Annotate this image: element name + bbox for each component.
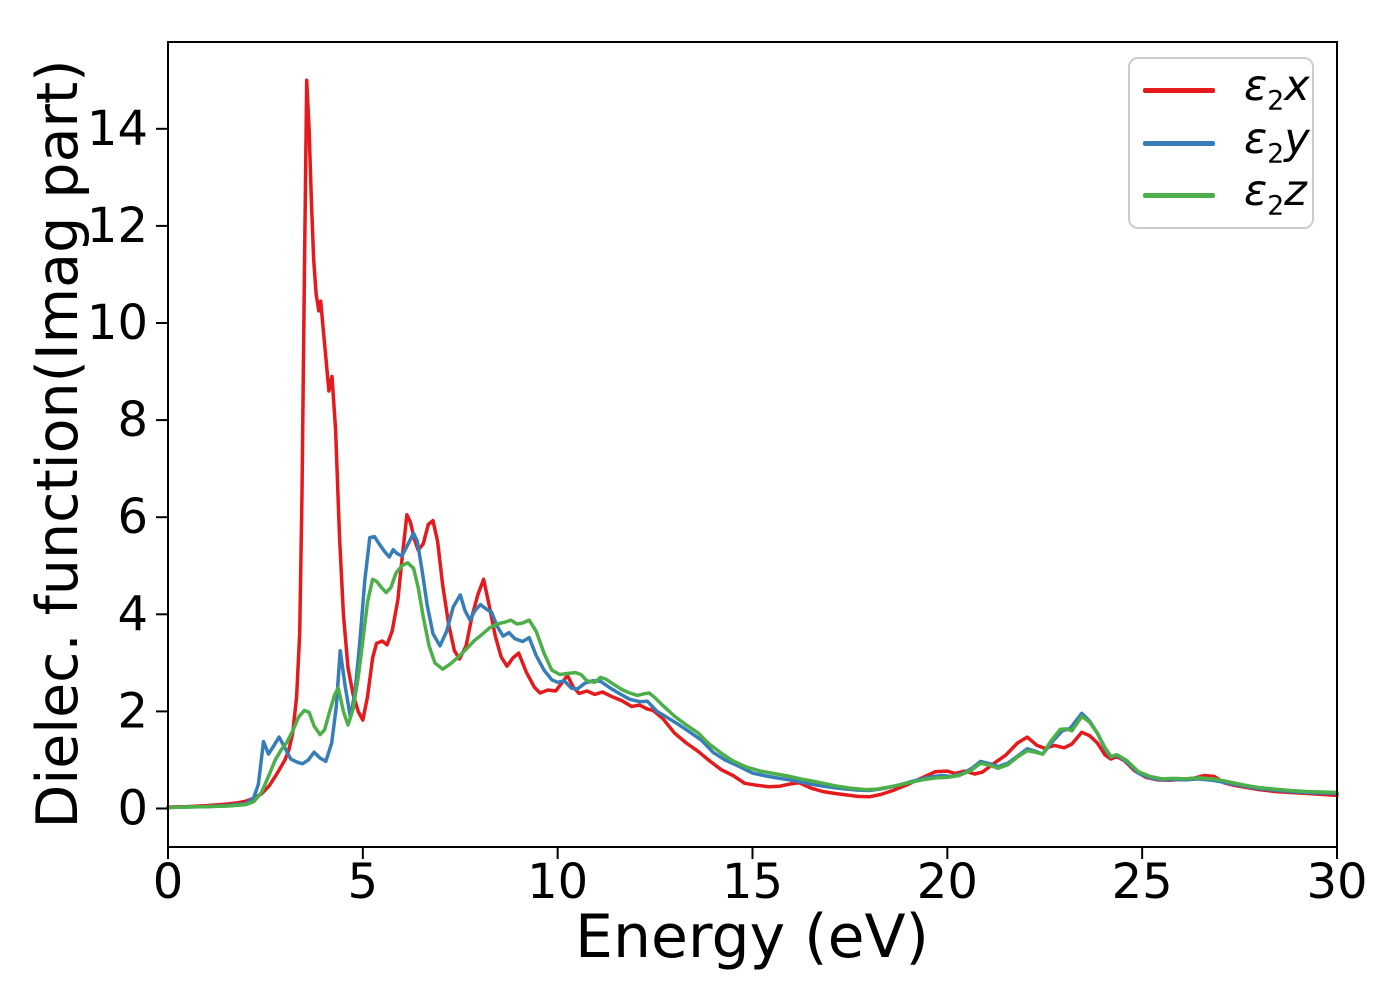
y-axis-ticks: 0 2 4 6 8 10 12 14 xyxy=(87,101,168,837)
y-tick-label-0: 0 xyxy=(117,781,148,837)
legend-line-epsilon2x-icon xyxy=(1143,87,1215,93)
legend-item-epsilon2z: ε2z xyxy=(1143,166,1307,223)
x-tick-label-30: 30 xyxy=(1306,854,1367,910)
legend-item-epsilon2x: ε2x xyxy=(1143,65,1310,115)
x-tick-label-20: 20 xyxy=(917,854,978,910)
series-line-ε2y xyxy=(166,531,1339,810)
legend-label-epsilon2x: ε2x xyxy=(1244,61,1310,117)
series-lines xyxy=(166,78,1339,810)
x-axis-label: Energy (eV) xyxy=(575,902,929,972)
y-tick-label-14: 14 xyxy=(87,101,148,157)
legend-item-epsilon2y: ε2y xyxy=(1143,117,1310,168)
x-axis-ticks: 0 5 10 15 20 25 30 xyxy=(153,847,1368,910)
series-line-ε2z xyxy=(166,561,1339,810)
x-tick-label-15: 15 xyxy=(722,854,783,910)
y-tick-label-6: 6 xyxy=(117,489,148,545)
x-tick-label-5: 5 xyxy=(348,854,379,910)
y-tick-label-2: 2 xyxy=(117,683,148,739)
y-tick-label-8: 8 xyxy=(117,392,148,448)
x-tick-label-10: 10 xyxy=(527,854,588,910)
legend-line-epsilon2y-icon xyxy=(1143,140,1215,146)
y-tick-label-12: 12 xyxy=(87,198,148,254)
x-tick-label-25: 25 xyxy=(1112,854,1173,910)
y-axis-label: Dielec. function(Imag part) xyxy=(25,59,91,829)
y-tick-label-4: 4 xyxy=(117,586,148,642)
x-tick-label-0: 0 xyxy=(153,854,184,910)
y-tick-label-10: 10 xyxy=(87,295,148,351)
legend-label-epsilon2z: ε2z xyxy=(1244,166,1307,223)
legend-box: ε2x ε2y ε2z xyxy=(1128,57,1314,229)
legend-label-epsilon2y: ε2y xyxy=(1244,113,1310,170)
legend-line-epsilon2z-icon xyxy=(1143,193,1215,199)
